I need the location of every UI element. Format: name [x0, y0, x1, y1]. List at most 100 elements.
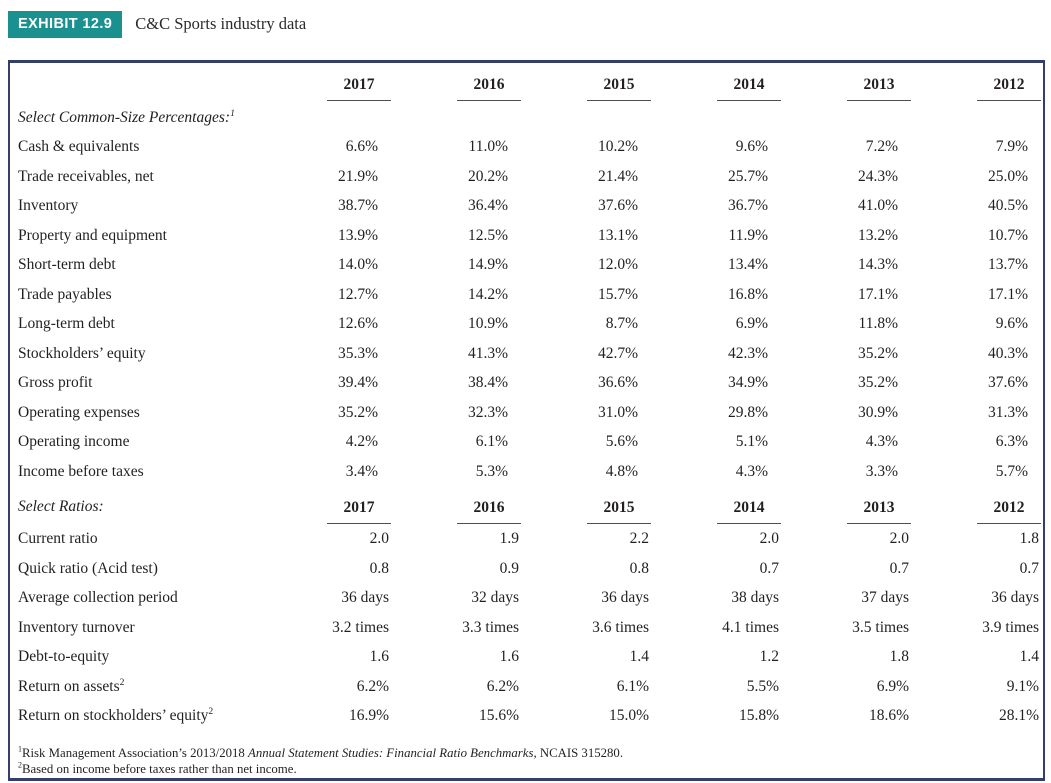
value-cell: 3.3 times — [462, 618, 519, 636]
value-cell: 21.4% — [597, 167, 638, 185]
value-cell: 5.5% — [746, 677, 779, 695]
value-cell: 38.4% — [467, 374, 508, 391]
value-cell: 10.2% — [597, 138, 638, 155]
footnote-text: Based on income before taxes rather than… — [21, 762, 297, 776]
value-cell: 1.4 — [629, 648, 649, 665]
value-cell: 1.8 — [1019, 530, 1039, 547]
value-cell: 39.4% — [337, 374, 378, 391]
value-cell: 16.9% — [348, 707, 389, 724]
value-cell: 15.0% — [608, 707, 649, 724]
value-cell: 6.1% — [475, 433, 508, 450]
value-cell: 3.4% — [345, 462, 378, 480]
superscript-marker: 1 — [230, 107, 235, 119]
value-cell: 4.8% — [605, 462, 638, 480]
table-row: Average collection period 36 days 32 days 3… — [10, 583, 1043, 613]
value-cell: 13.2% — [857, 226, 898, 244]
year-header-cell: 2017 — [263, 76, 393, 101]
table-row: Debt-to-equity 1.6 1.6 1.4 1.2 1.8 1.4 — [10, 642, 1043, 672]
value-cell: 4.3% — [865, 433, 898, 450]
row-label: Return on assets2 — [18, 676, 125, 695]
value-cell: 36.7% — [727, 197, 768, 214]
value-cell: 21.9% — [337, 167, 378, 185]
row-label: Stockholders’ equity — [18, 344, 146, 362]
value-cell: 3.2 times — [332, 618, 389, 636]
value-cell: 14.9% — [467, 256, 508, 273]
value-cell: 25.0% — [987, 167, 1028, 185]
superscript-marker: 2 — [208, 705, 214, 717]
year-label: 2014 — [717, 499, 781, 524]
value-cell: 35.3% — [337, 344, 378, 362]
value-cell: 8.7% — [605, 315, 638, 332]
value-cell: 36 days — [601, 589, 649, 606]
row-label: Average collection period — [18, 589, 178, 606]
year-header-cell: 2017 — [263, 499, 393, 524]
value-cell: 7.9% — [995, 138, 1028, 155]
value-cell: 16.8% — [727, 285, 768, 303]
value-cell: 35.2% — [857, 344, 898, 362]
row-label: Trade receivables, net — [18, 167, 154, 185]
value-cell: 0.7 — [1019, 559, 1039, 577]
section-label-row: Select Common-Size Percentages:1 — [10, 101, 1043, 132]
footnote-superscript: 2 — [18, 760, 22, 770]
table-row: Return on stockholders’ equity2 16.9% 15.6… — [10, 701, 1043, 731]
row-label: Operating expenses — [18, 403, 140, 421]
year-label: 2012 — [977, 76, 1041, 101]
value-cell: 31.3% — [987, 403, 1028, 421]
value-cell: 12.5% — [467, 226, 508, 244]
value-cell: 12.7% — [337, 285, 378, 303]
value-cell: 36.6% — [597, 374, 638, 391]
year-header-spacer — [10, 93, 263, 101]
value-cell: 25.7% — [727, 167, 768, 185]
value-cell: 15.8% — [738, 707, 779, 724]
table-rows: 2017 2016 2015 2014 2013 2012 Select Common-Si… — [10, 70, 1043, 731]
year-header-cell: 2014 — [653, 499, 783, 524]
row-label: Trade payables — [18, 285, 112, 303]
exhibit-badge: EXHIBIT 12.9 — [8, 10, 123, 38]
value-cell: 32.3% — [467, 403, 508, 421]
value-cell: 30.9% — [857, 403, 898, 421]
row-label: Current ratio — [18, 530, 98, 547]
value-cell: 0.8 — [369, 559, 389, 577]
value-cell: 7.2% — [865, 138, 898, 155]
footnote-italic-text: Annual Statement Studies: Financial Rati… — [248, 745, 534, 760]
value-cell: 3.5 times — [852, 618, 909, 636]
value-cell: 1.6 — [499, 648, 519, 665]
value-cell: 20.2% — [467, 167, 508, 185]
value-cell: 5.7% — [995, 462, 1028, 480]
page-header: EXHIBIT 12.9 C&C Sports industry data — [0, 0, 1051, 38]
value-cell: 15.6% — [478, 707, 519, 724]
value-cell: 0.7 — [759, 559, 779, 577]
footnote: 1Risk Management Association’s 2013/2018… — [18, 745, 1043, 762]
value-cell: 1.9 — [499, 530, 519, 547]
footnotes: 1Risk Management Association’s 2013/2018… — [10, 745, 1043, 778]
row-label: Property and equipment — [18, 226, 167, 244]
year-header-cell: 2016 — [393, 76, 523, 101]
value-cell: 6.9% — [876, 677, 909, 695]
year-label: 2015 — [587, 499, 651, 524]
value-cell: 37 days — [861, 589, 909, 606]
value-cell: 0.9 — [499, 559, 519, 577]
value-cell: 5.6% — [605, 433, 638, 450]
table-row: Operating expenses 35.2% 32.3% 31.0% 29.8% 30… — [10, 398, 1043, 428]
value-cell: 12.6% — [337, 315, 378, 332]
value-cell: 6.1% — [616, 677, 649, 695]
value-cell: 5.1% — [735, 433, 768, 450]
value-cell: 41.0% — [857, 197, 898, 214]
value-cell: 14.2% — [467, 285, 508, 303]
value-cell: 1.4 — [1019, 648, 1039, 665]
value-cell: 18.6% — [868, 707, 909, 724]
row-label: Quick ratio (Acid test) — [18, 559, 158, 577]
year-label: 2016 — [457, 76, 521, 101]
table-row: Long-term debt 12.6% 10.9% 8.7% 6.9% 11.8% 9.6… — [10, 309, 1043, 339]
value-cell: 17.1% — [987, 285, 1028, 303]
value-cell: 1.8 — [889, 648, 909, 665]
table-row: Short-term debt 14.0% 14.9% 12.0% 13.4% 14.3%… — [10, 250, 1043, 280]
value-cell: 13.9% — [337, 226, 378, 244]
value-cell: 13.4% — [727, 256, 768, 273]
footnote-text: Risk Management Association’s 2013/2018 — [21, 745, 249, 760]
value-cell: 6.2% — [486, 677, 519, 695]
table-row: Property and equipment 13.9% 12.5% 13.1% 11.… — [10, 221, 1043, 251]
row-label: Return on stockholders’ equity2 — [18, 705, 214, 724]
value-cell: 9.6% — [995, 315, 1028, 332]
value-cell: 2.0 — [369, 530, 389, 547]
